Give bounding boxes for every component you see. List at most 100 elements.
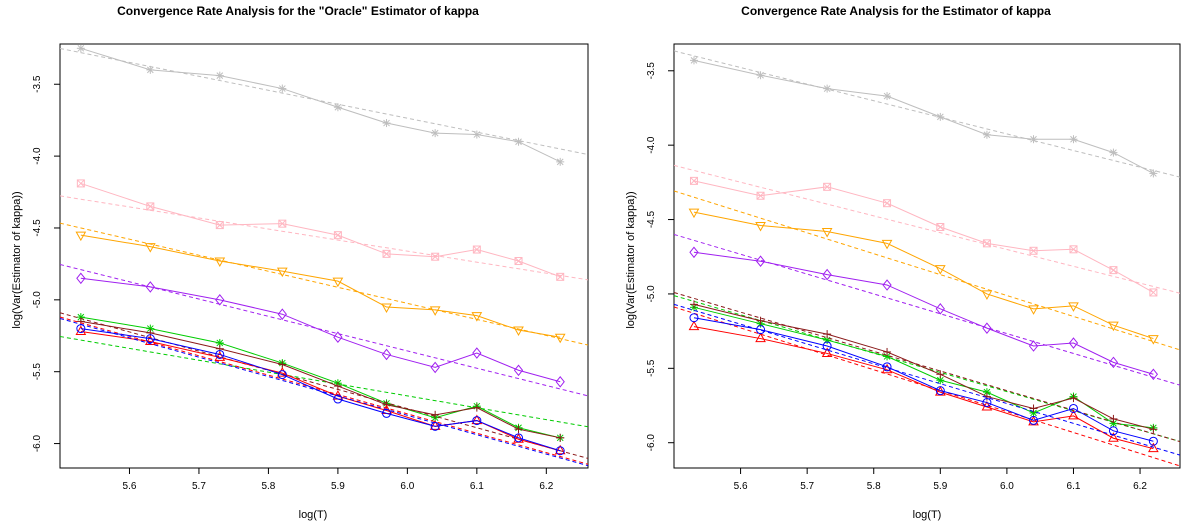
circle-marker xyxy=(822,341,832,351)
asterisk-marker xyxy=(1109,148,1118,157)
diamond-marker xyxy=(882,279,892,291)
asterisk-marker xyxy=(215,71,224,80)
circle-marker xyxy=(1029,415,1039,425)
circle-marker xyxy=(982,398,992,408)
chart-title: Convergence Rate Analysis for the Estima… xyxy=(741,4,1051,18)
diamond-marker xyxy=(513,364,524,377)
boxed-x-marker xyxy=(146,202,155,211)
triangle-down-marker xyxy=(75,231,87,242)
series xyxy=(60,44,588,166)
series xyxy=(60,263,588,397)
x-tick-label: 5.8 xyxy=(867,481,881,492)
circle-marker xyxy=(145,334,155,344)
x-tick-label: 5.6 xyxy=(734,481,748,492)
y-tick-label: -4.5 xyxy=(646,210,657,228)
series-line xyxy=(693,303,1154,430)
plus-marker xyxy=(431,410,440,419)
y-tick-label: -4.0 xyxy=(32,147,43,165)
series xyxy=(674,164,1180,297)
x-tick-label: 6.1 xyxy=(1067,481,1081,492)
triangle-marker xyxy=(471,414,483,425)
diamond-marker xyxy=(472,347,482,359)
triangle-down-marker xyxy=(934,265,946,275)
fit-line xyxy=(674,190,1180,351)
circle-marker xyxy=(1108,426,1118,436)
boxed-x-marker xyxy=(883,199,892,208)
diamond-marker xyxy=(689,246,699,259)
y-tick-label: -4.5 xyxy=(32,219,43,237)
y-tick-label: -5.5 xyxy=(32,363,43,381)
y-axis-label: log(Var(Estimator of kappa)) xyxy=(625,191,637,328)
asterisk-marker xyxy=(333,103,342,112)
diamond-marker xyxy=(76,272,86,285)
diamond-marker xyxy=(982,322,992,334)
series xyxy=(60,317,588,467)
asterisk-marker xyxy=(382,119,391,128)
series-line xyxy=(80,330,561,452)
asterisk-marker xyxy=(431,129,440,138)
asterisk-marker xyxy=(76,44,85,53)
series xyxy=(60,316,588,465)
asterisk-marker xyxy=(756,71,765,80)
circle-marker xyxy=(382,408,392,418)
plus-marker xyxy=(1109,414,1118,423)
plus-marker xyxy=(333,382,342,391)
series xyxy=(60,179,588,281)
series xyxy=(674,292,1180,443)
diamond-marker xyxy=(1028,340,1039,352)
series-line xyxy=(693,326,1154,450)
fit-line xyxy=(674,233,1180,386)
plus-marker xyxy=(514,425,523,434)
plus-marker xyxy=(472,403,481,412)
triangle-down-marker xyxy=(144,243,156,253)
boxed-x-marker xyxy=(431,252,440,261)
fit-line xyxy=(674,292,1180,443)
asterisk-marker xyxy=(883,92,892,101)
diamond-marker xyxy=(755,255,766,268)
series-line xyxy=(693,317,1154,442)
x-tick-label: 6.0 xyxy=(1000,481,1014,492)
circle-marker xyxy=(333,394,343,404)
plus-marker xyxy=(1029,404,1038,413)
boxed-x-marker xyxy=(1149,288,1158,297)
circle-marker xyxy=(76,324,86,334)
x-tick-label: 5.9 xyxy=(331,481,345,492)
asterisk-marker xyxy=(1029,135,1038,144)
boxed-x-marker xyxy=(1109,266,1118,275)
x-axis-label: log(T) xyxy=(913,509,942,521)
plot-area xyxy=(60,44,588,467)
asterisk-marker xyxy=(472,130,481,139)
y-tick-label: -6.0 xyxy=(646,434,657,452)
plus-marker xyxy=(756,316,765,325)
boxed-x-marker xyxy=(1029,246,1038,255)
series-line xyxy=(693,59,1154,174)
plus-marker xyxy=(823,330,832,339)
circle-marker xyxy=(935,386,945,396)
chart-title: Convergence Rate Analysis for the "Oracl… xyxy=(117,4,479,18)
diamond-marker xyxy=(555,375,565,388)
boxed-x-marker xyxy=(689,176,698,185)
triangle-marker xyxy=(1068,409,1079,420)
series xyxy=(674,303,1180,456)
plus-marker xyxy=(1069,394,1078,403)
triangle-down-marker xyxy=(276,267,288,278)
series-line xyxy=(693,251,1154,375)
triangle-down-marker xyxy=(1148,335,1159,345)
plus-marker xyxy=(883,347,892,356)
triangle-marker xyxy=(1148,442,1159,453)
fit-line xyxy=(60,222,588,346)
triangle-marker xyxy=(214,351,226,361)
circle-marker xyxy=(555,446,565,456)
x-tick-label: 5.7 xyxy=(800,481,814,492)
x-tick-label: 6.2 xyxy=(1133,481,1147,492)
boxed-x-marker xyxy=(278,219,287,228)
x-tick-label: 6.1 xyxy=(470,481,484,492)
series xyxy=(60,312,588,459)
x-tick-label: 6.0 xyxy=(400,481,414,492)
triangle-marker xyxy=(276,367,288,377)
triangle-marker xyxy=(688,320,700,331)
x-tick-label: 6.2 xyxy=(539,481,553,492)
panel-oracle-estimator: Convergence Rate Analysis for the "Oracl… xyxy=(11,4,589,521)
asterisk-marker xyxy=(1109,419,1118,428)
